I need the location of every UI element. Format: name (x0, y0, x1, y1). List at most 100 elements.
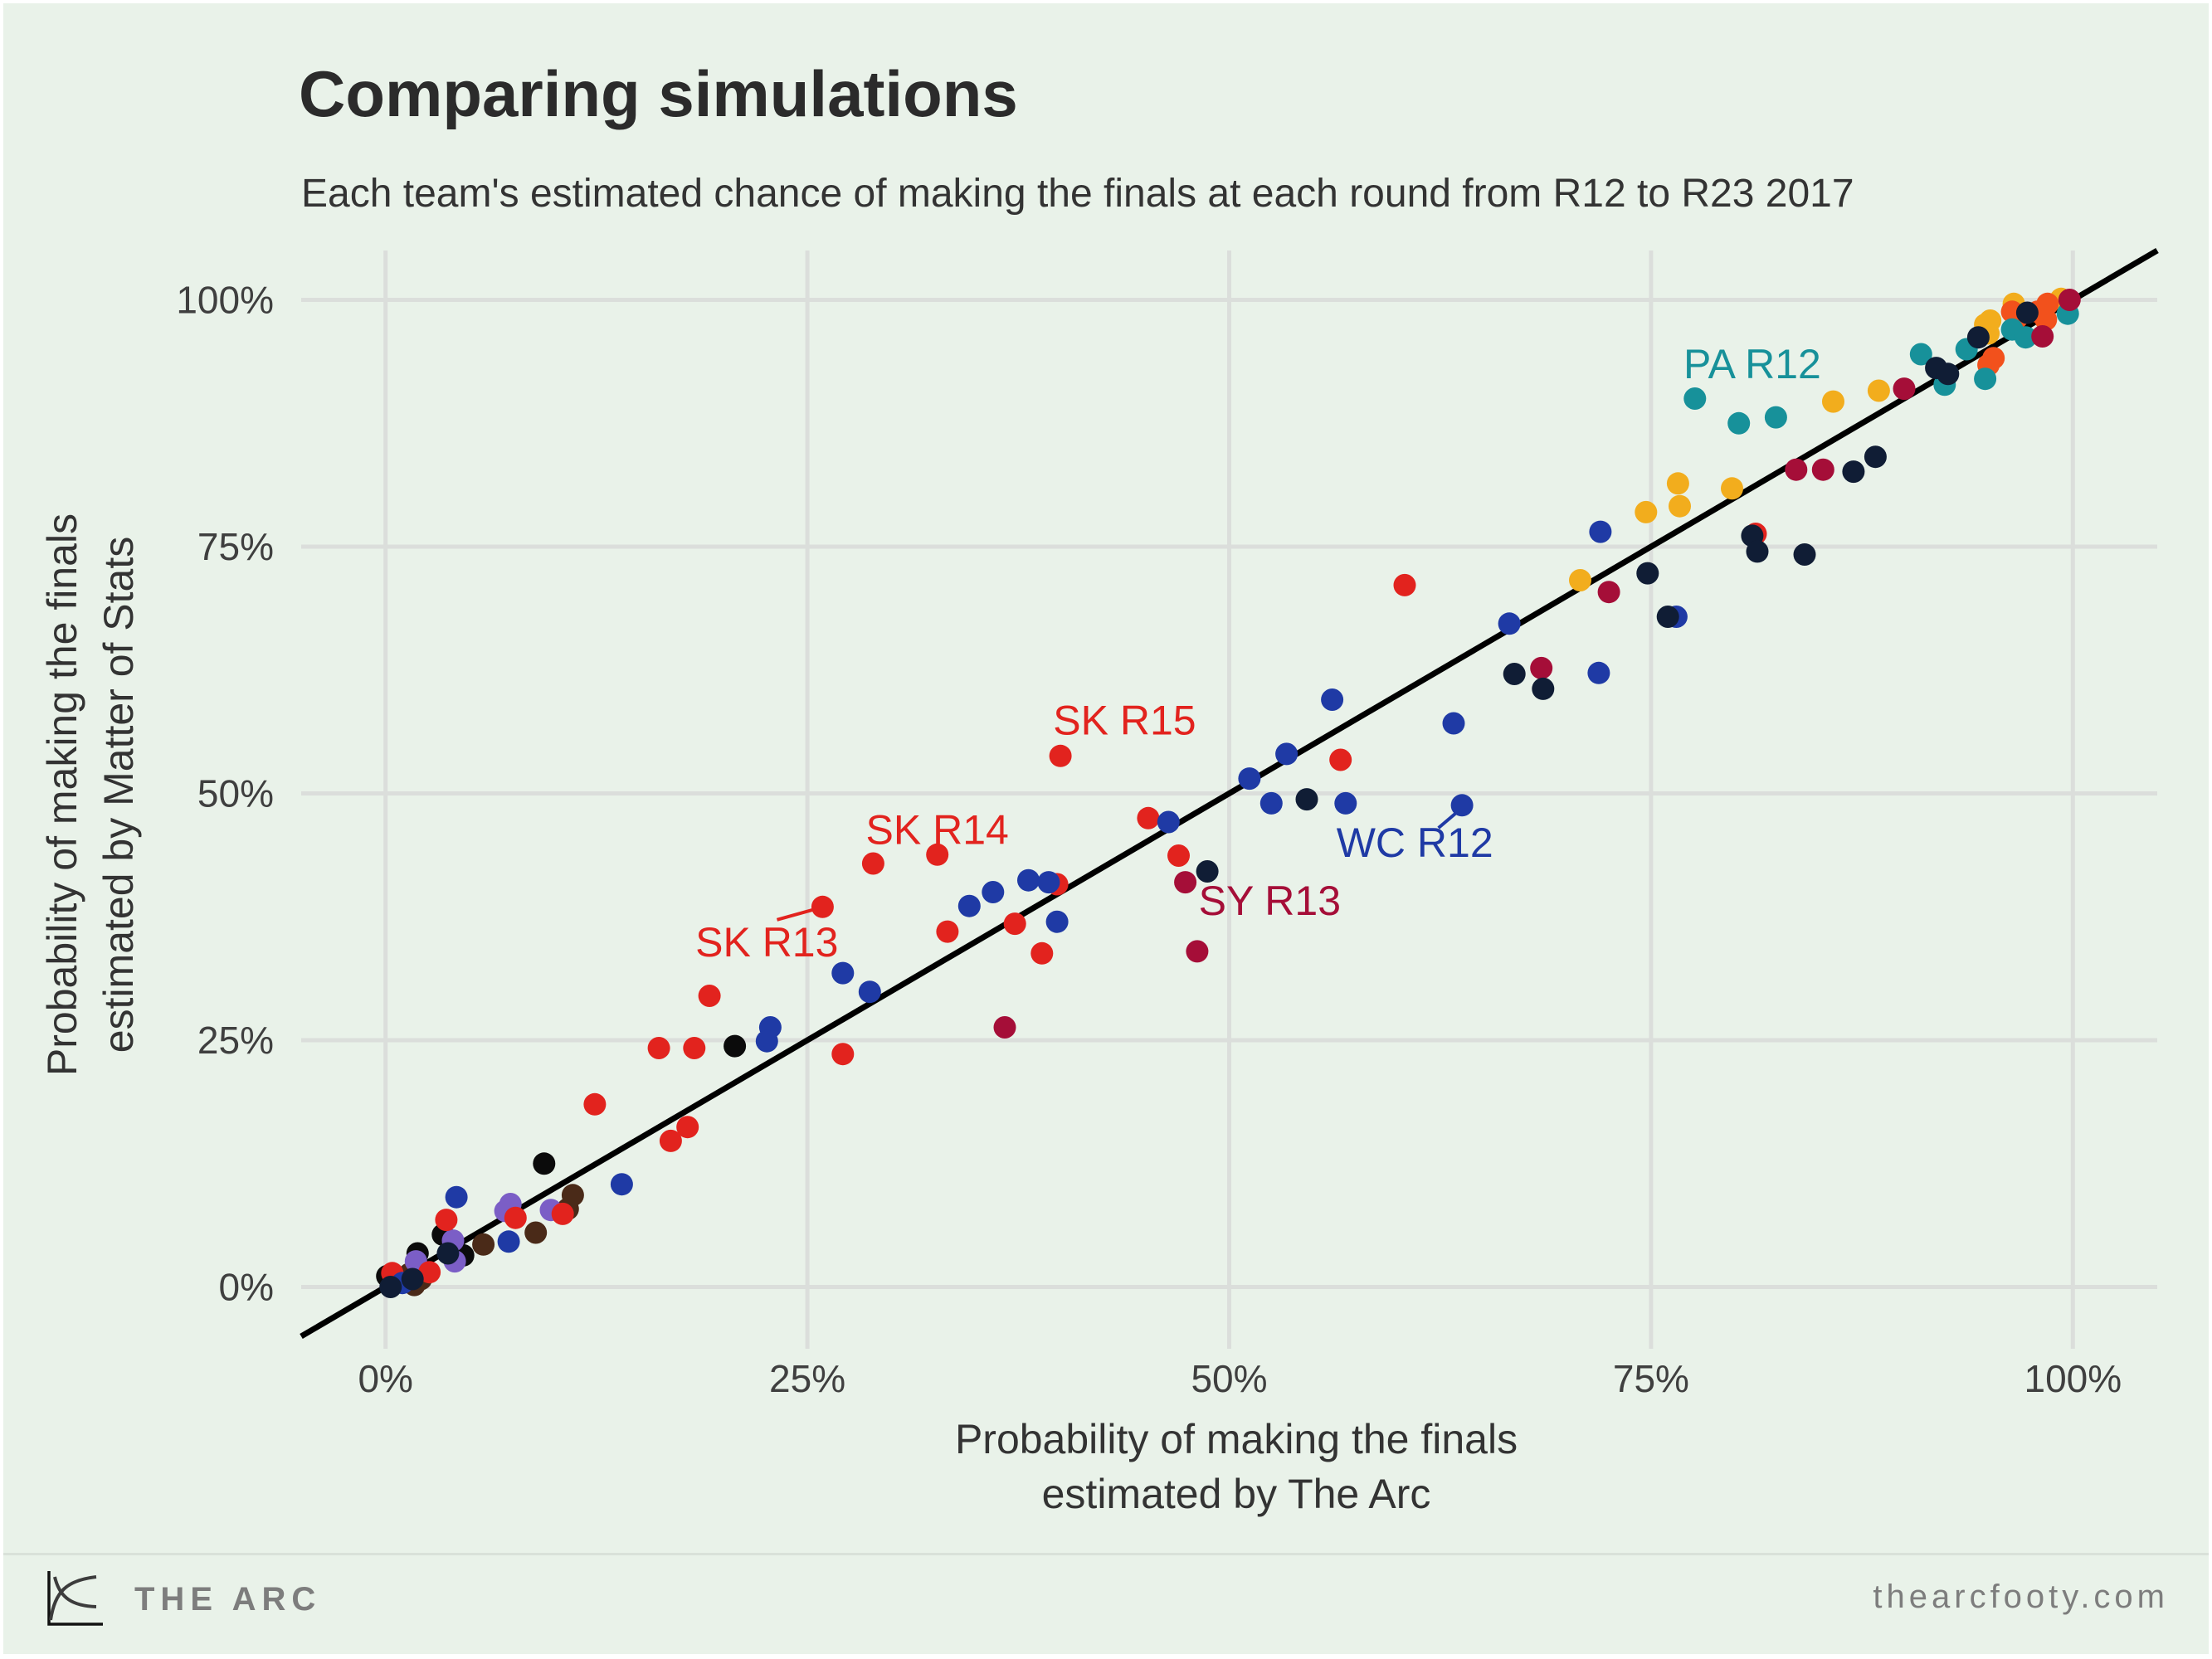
data-point-red (1329, 748, 1352, 771)
data-point-dark-navy (1196, 860, 1219, 883)
data-point-dark-navy (1864, 445, 1887, 469)
page-subtitle: Each team's estimated chance of making t… (301, 172, 1854, 216)
data-point-brown (472, 1233, 495, 1256)
x-tick-label-100%: 100% (2024, 1357, 2122, 1400)
data-point-red (936, 920, 959, 943)
y-axis-title-line-1: Probability of making the finals (39, 513, 85, 1076)
data-point-red (831, 1043, 855, 1066)
data-point-brown (524, 1221, 548, 1244)
y-tick-label-0%: 0% (219, 1266, 274, 1309)
x-tick-label-50%: 50% (1191, 1357, 1267, 1400)
data-point-orange (2034, 308, 2058, 331)
annotation-label-SK-R13: SK R13 (695, 919, 838, 966)
data-point-yellow (1569, 569, 1591, 591)
data-point-black (533, 1152, 556, 1175)
data-point-blue (1238, 767, 1261, 791)
data-point-red (1393, 573, 1416, 596)
x-tick-label-75%: 75% (1613, 1357, 1689, 1400)
data-point-blue (1587, 661, 1610, 684)
data-point-dark-navy (2015, 301, 2039, 324)
annotation-label-PA-R12: PA R12 (1683, 341, 1821, 387)
data-point-crimson (993, 1016, 1016, 1039)
arc-curves-logo-icon (47, 1571, 103, 1626)
data-point-blue (982, 881, 1005, 903)
y-tick-label-25%: 25% (197, 1019, 274, 1062)
data-point-red (659, 1129, 682, 1152)
data-point-blue (957, 894, 981, 917)
data-point-crimson (1174, 871, 1197, 894)
data-point-blue (1450, 794, 1474, 817)
data-point-brown (561, 1184, 584, 1207)
data-point-dark-navy (1295, 788, 1318, 811)
y-tick-label-75%: 75% (197, 525, 274, 568)
data-point-dark-navy (401, 1267, 424, 1291)
data-point-teal (1909, 343, 1932, 366)
data-point-red (676, 1116, 699, 1139)
data-point-crimson (1597, 581, 1620, 604)
brand-name: THE ARC (134, 1580, 322, 1618)
annotation-leader-WC-R12 (1437, 810, 1459, 830)
data-point-blue (1498, 612, 1521, 635)
data-point-blue (1321, 688, 1344, 711)
data-point-red (683, 1037, 706, 1059)
footer: THE ARC thearcfooty.com (3, 1553, 2209, 1654)
data-point-yellow (1822, 390, 1844, 413)
data-point-black (724, 1034, 747, 1058)
data-point-dark-navy (1966, 326, 1990, 349)
data-point-red (1137, 806, 1160, 830)
data-point-crimson (1530, 656, 1553, 679)
annotation-label-SY-R13: SY R13 (1199, 878, 1341, 924)
data-point-red (1049, 744, 1072, 767)
brand: THE ARC (41, 1569, 321, 1630)
data-point-crimson (2058, 289, 2081, 311)
data-point-crimson (1811, 458, 1834, 481)
y-axis-title-line-2: estimated by Matter of Stats (95, 537, 142, 1053)
data-point-blue (445, 1185, 468, 1209)
x-axis-title-line-1: Probability of making the finals (955, 1416, 1518, 1462)
data-point-blue (610, 1173, 633, 1196)
annotation-label-SK-R14: SK R14 (866, 807, 1009, 854)
data-point-dark-navy (1793, 543, 1816, 566)
data-point-blue (1334, 791, 1357, 815)
data-point-teal (1727, 411, 1751, 435)
data-point-red (698, 985, 721, 1007)
data-point-crimson (2031, 325, 2054, 348)
data-point-red (504, 1206, 527, 1229)
data-point-blue (497, 1230, 520, 1253)
data-point-teal (1683, 387, 1707, 410)
data-point-red (861, 852, 884, 875)
identity-line (300, 247, 2159, 1340)
data-point-yellow (1979, 309, 2002, 332)
data-point-red (551, 1202, 574, 1225)
data-point-dark-navy (436, 1242, 460, 1265)
data-point-dark-navy (1503, 663, 1526, 685)
data-point-blue (858, 980, 881, 1004)
data-point-teal (2014, 326, 2037, 349)
data-point-dark-navy (1636, 562, 1659, 585)
data-point-red (647, 1037, 670, 1059)
data-point-red (1167, 844, 1190, 867)
data-point-dark-navy (379, 1276, 402, 1298)
data-point-yellow (1666, 472, 1689, 495)
data-point-blue (1017, 868, 1040, 892)
data-point-yellow (1867, 379, 1890, 402)
x-tick-label-25%: 25% (769, 1357, 845, 1400)
data-point-crimson (1785, 458, 1808, 481)
annotation-label-SK-R15: SK R15 (1053, 697, 1196, 743)
data-point-dark-navy (1842, 460, 1865, 484)
data-point-blue (831, 961, 855, 985)
data-point-teal (1764, 406, 1787, 429)
data-point-red (583, 1092, 607, 1116)
chart-canvas: Comparing simulations Each team's estima… (3, 3, 2209, 1654)
data-point-blue (1275, 742, 1298, 766)
data-point-red (435, 1209, 458, 1232)
site-url: thearcfooty.com (1873, 1579, 2169, 1615)
data-point-red (418, 1261, 441, 1284)
y-tick-label-100%: 100% (176, 279, 274, 322)
data-point-yellow (1635, 500, 1658, 523)
data-point-crimson (1186, 940, 1209, 963)
data-point-blue (1259, 791, 1283, 815)
data-point-red (1030, 941, 1054, 965)
data-point-blue (1037, 871, 1060, 894)
